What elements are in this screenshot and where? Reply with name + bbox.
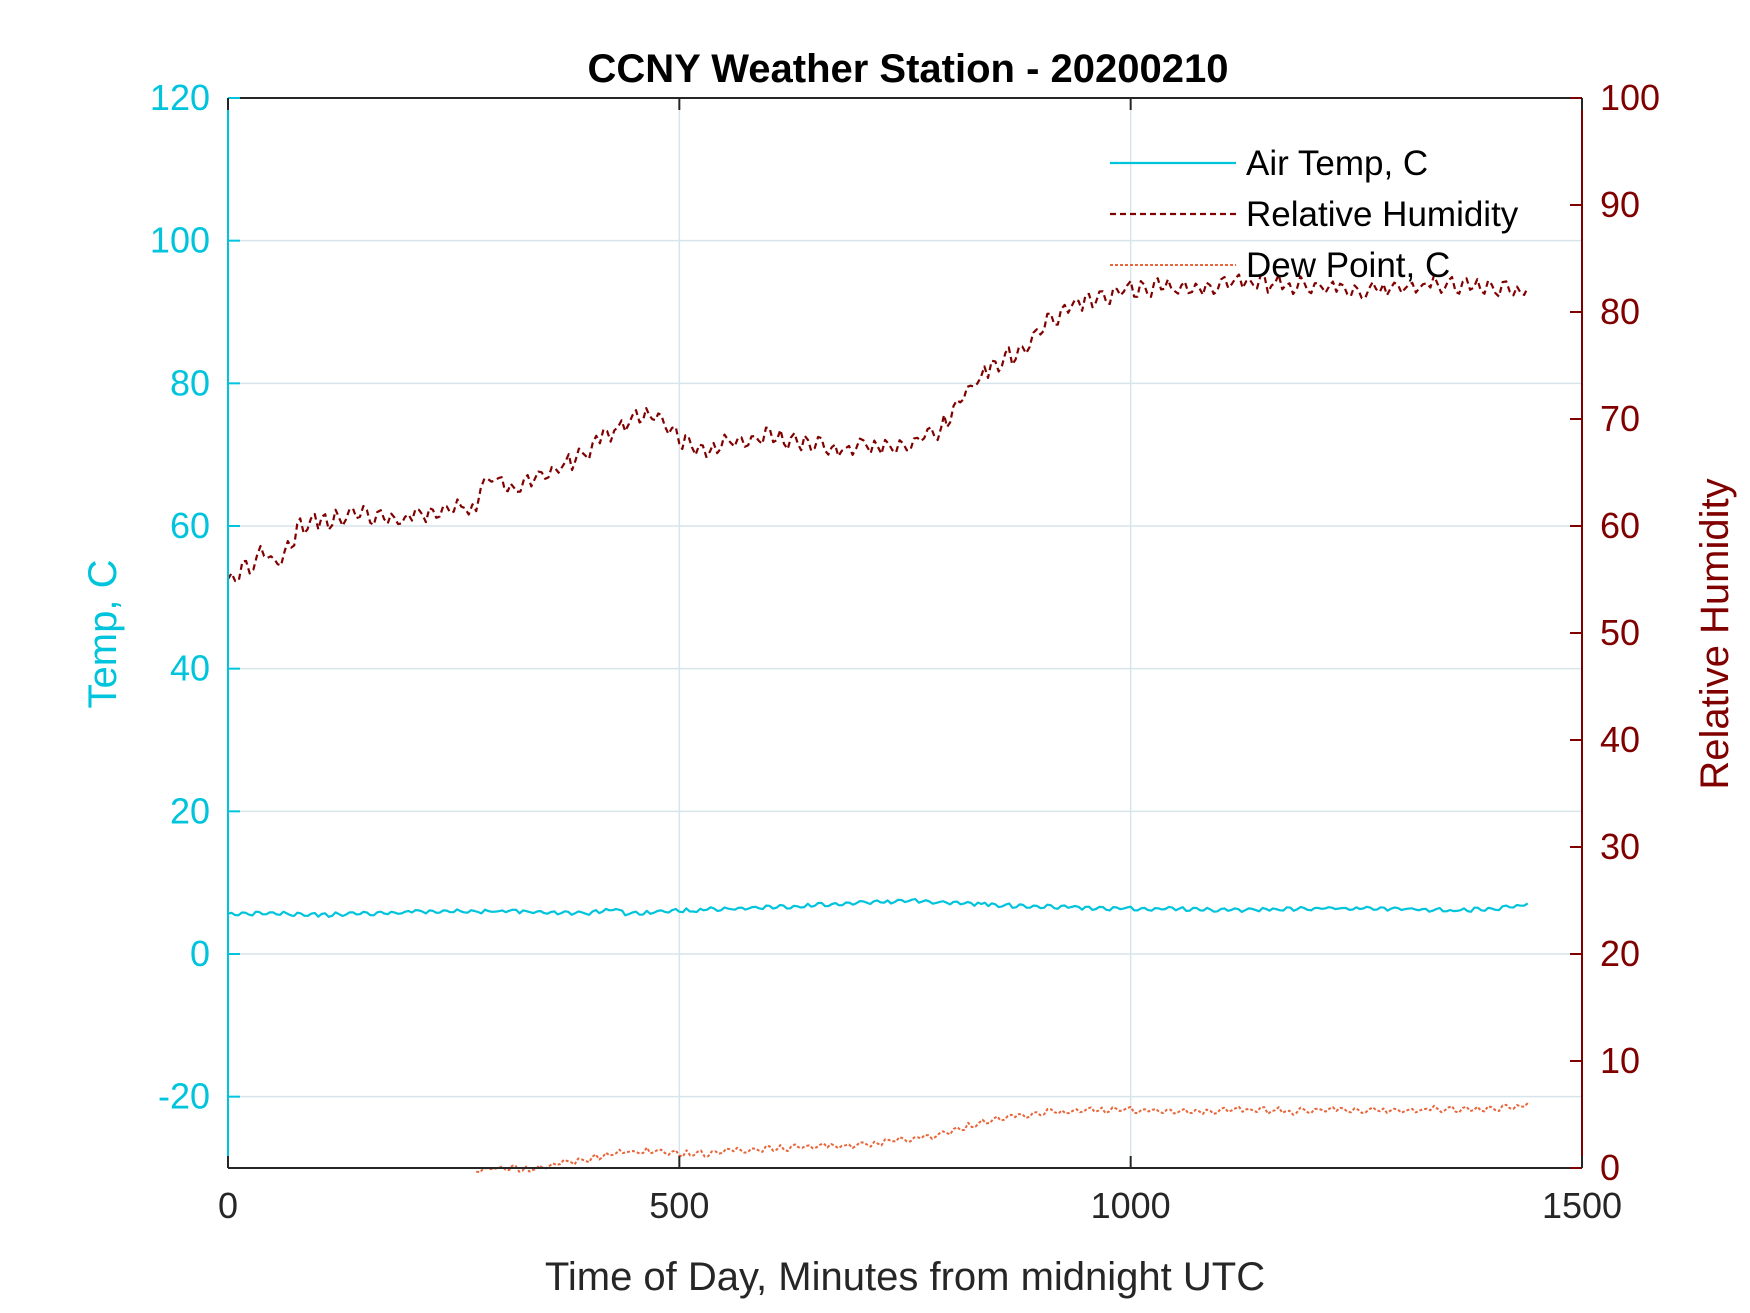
right-tick-label: 20 [1600,933,1640,974]
right-tick-label: 50 [1600,612,1640,653]
legend: Air Temp, C Relative Humidity Dew Point, C [1110,144,1519,285]
relative-humidity-series-line [227,273,1529,583]
right-tick-label: 10 [1600,1040,1640,1081]
x-tick-label: 1500 [1542,1185,1622,1226]
legend-label: Air Temp, C [1246,144,1428,183]
left-tick-label: -20 [158,1076,210,1117]
right-tick-label: 100 [1600,77,1660,118]
left-tick-label: 120 [150,77,210,118]
left-tick-label: 0 [190,933,210,974]
right-tick-label: 80 [1600,291,1640,332]
x-tick-label: 500 [649,1185,709,1226]
right-tick-label: 70 [1600,398,1640,439]
x-axis-label: Time of Day, Minutes from midnight UTC [545,1255,1265,1299]
dew-point-c-series-line [476,1102,1529,1174]
series-layer [227,273,1529,1174]
left-tick-label: 80 [170,362,210,403]
right-tick-label: 90 [1600,184,1640,225]
legend-label: Dew Point, C [1246,246,1450,285]
left-tick-label: 60 [170,505,210,546]
right-tick-label: 0 [1600,1147,1620,1188]
right-tick-label: 40 [1600,719,1640,760]
left-tick-label: 100 [150,220,210,261]
legend-label: Relative Humidity [1246,195,1519,234]
left-tick-label: 40 [170,648,210,689]
left-tick-label: 20 [170,790,210,831]
x-tick-label: 0 [218,1185,238,1226]
chart-title: CCNY Weather Station - 20200210 [588,47,1229,91]
right-axis-label: Relative Humidity [1693,478,1737,789]
right-tick-label: 30 [1600,826,1640,867]
x-tick-label: 1000 [1091,1185,1171,1226]
right-tick-label: 60 [1600,505,1640,546]
left-axis-label: Temp, C [81,560,125,709]
air-temp-c-series-line [227,897,1529,918]
ticks-layer: 120100806040200-201009080706050403020100… [150,77,1660,1226]
